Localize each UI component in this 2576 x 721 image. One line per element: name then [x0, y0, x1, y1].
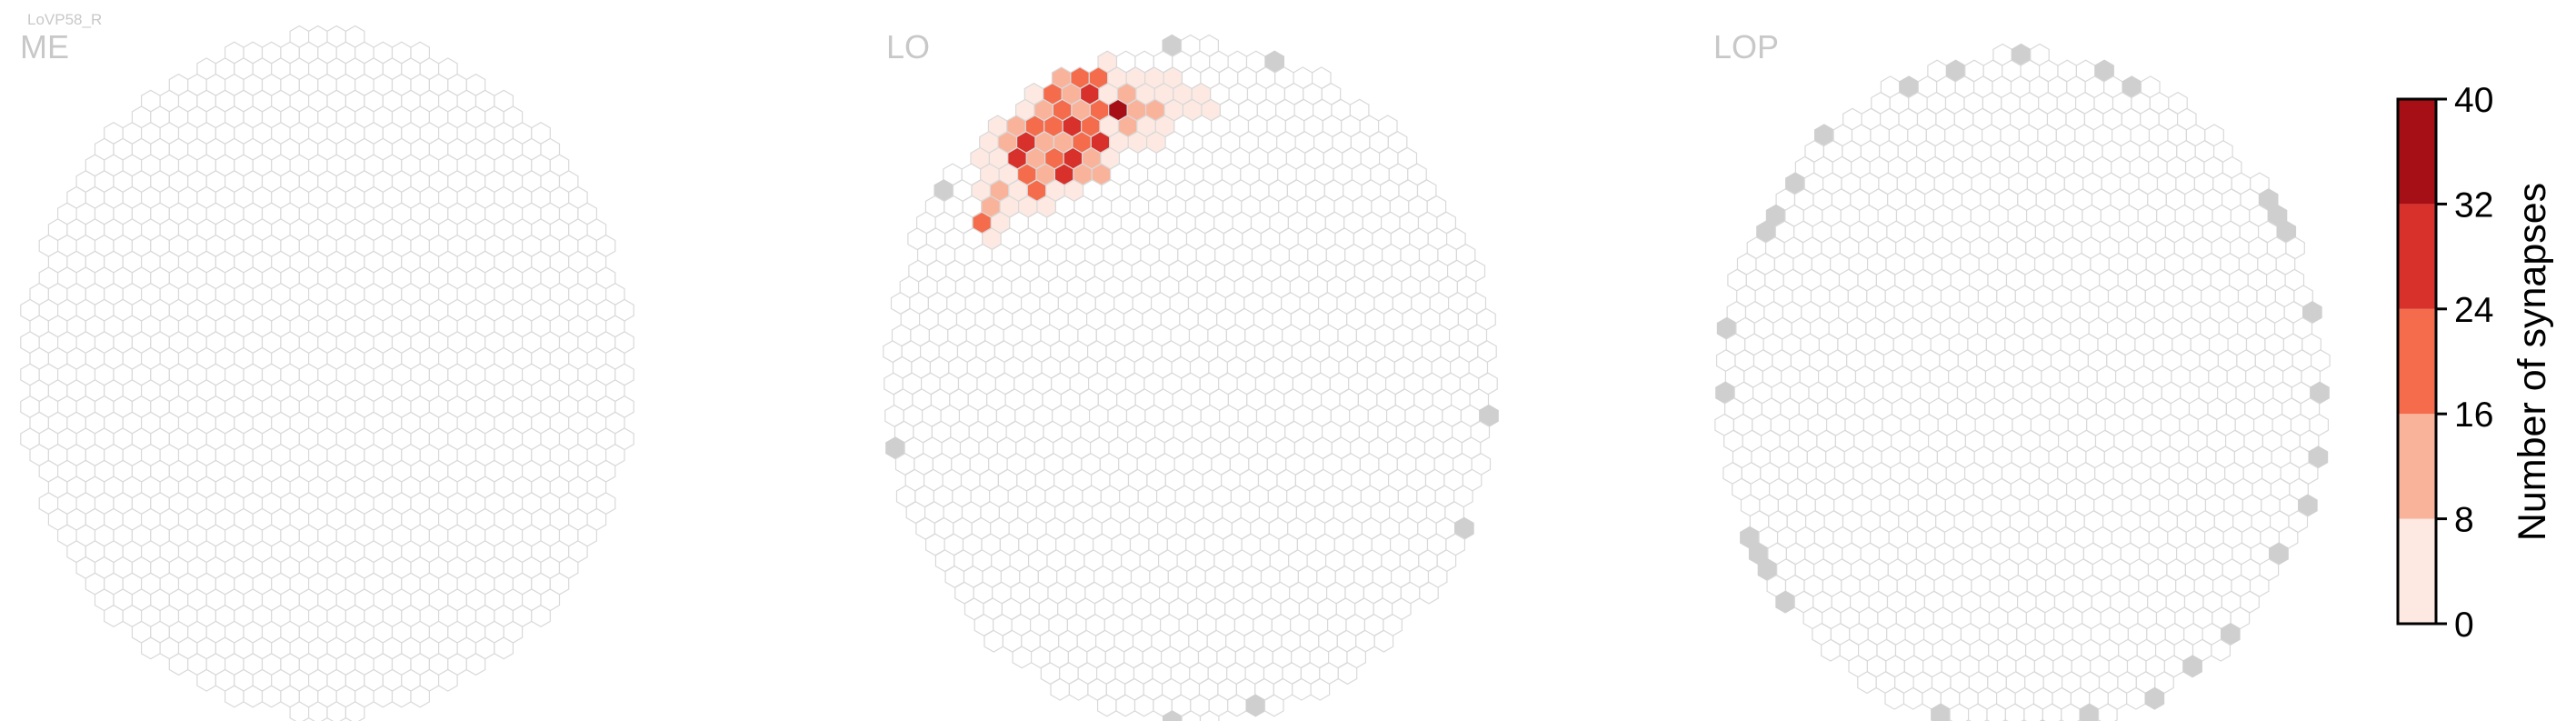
hex-cell-missing	[1162, 710, 1183, 721]
hex-cell	[1857, 671, 1877, 695]
hex-grid-me	[20, 25, 634, 721]
hex-cell	[1419, 581, 1439, 605]
hex-cell	[104, 605, 124, 627]
panel-label-lo: LO	[886, 28, 930, 65]
hex-cell	[1337, 662, 1358, 686]
hex-cell	[1373, 629, 1394, 653]
colorbar-bin	[2398, 99, 2436, 205]
panel-lo: LO	[883, 28, 1499, 721]
hex-cell	[243, 685, 264, 708]
hex-cell	[531, 605, 551, 627]
colorbar-tick-label: 16	[2454, 396, 2493, 435]
hex-cell	[983, 629, 1004, 653]
hex-cell	[465, 653, 486, 676]
hex-cell	[1012, 646, 1033, 669]
hex-cell-missing	[1245, 694, 1266, 717]
hex-grid-lo	[883, 34, 1499, 721]
hex-grid-lop	[1714, 43, 2331, 721]
panel-label-me: ME	[20, 28, 69, 65]
hex-cell	[1821, 638, 1841, 662]
colorbar-ticks: 0 8 16 24 32 40	[2436, 81, 2493, 645]
hex-cell	[1181, 710, 1202, 721]
hex-cell	[1199, 710, 1220, 721]
hex-cell-missing	[1775, 590, 1795, 614]
hex-cell	[1133, 694, 1154, 717]
cell-type-label: LoVP58_R	[27, 11, 102, 28]
hex-cell	[391, 685, 412, 708]
colorbar-tick-label: 8	[2454, 501, 2474, 540]
hex-cell	[1292, 677, 1312, 701]
hex-cell	[196, 668, 216, 692]
hex-cell	[410, 685, 430, 708]
colorbar-tick-label: 32	[2454, 185, 2493, 225]
colorbar-frame	[2396, 97, 2438, 626]
hex-cell	[344, 701, 365, 721]
hex-cell	[2126, 686, 2146, 710]
panel-label-lop: LOP	[1713, 28, 1779, 65]
colorbar-title: Number of synapses	[2511, 183, 2554, 541]
hex-cell	[438, 668, 458, 692]
hex-cell	[373, 685, 394, 708]
hex-cell	[1227, 694, 1247, 717]
colorbar-bin	[2398, 414, 2436, 519]
hex-cell	[1902, 686, 1923, 710]
hex-cell	[2211, 638, 2231, 662]
hex-cell	[1115, 694, 1136, 717]
panel-lop: LOP	[1713, 28, 2331, 721]
hex-cell	[1263, 694, 1284, 717]
colorbar-bin	[2398, 518, 2436, 624]
colorbar-bins	[2398, 99, 2436, 624]
colorbar-tick-label: 0	[2454, 606, 2474, 645]
colorbar: 0 8 16 24 32 40 Number of synapses	[2396, 81, 2554, 645]
hex-cell	[261, 685, 282, 708]
hex-cell	[2098, 703, 2118, 721]
hex-cell	[1884, 686, 1905, 710]
hex-cell	[1310, 677, 1331, 701]
panel-me: ME	[20, 25, 634, 721]
hex-cell	[225, 685, 245, 708]
hex-cell	[168, 653, 189, 676]
hex-cell-missing	[2182, 655, 2202, 678]
hex-cell	[1050, 677, 1071, 701]
hex-cell	[1096, 694, 1117, 717]
colorbar-bin	[2398, 204, 2436, 309]
hex-cell	[1068, 677, 1089, 701]
hex-cell-missing	[2144, 686, 2165, 710]
hex-cell	[141, 636, 161, 660]
hex-cell	[494, 636, 514, 660]
colorbar-bin	[2398, 308, 2436, 415]
colorbar-tick-label: 40	[2454, 81, 2493, 120]
colorbar-tick-label: 24	[2454, 291, 2493, 330]
